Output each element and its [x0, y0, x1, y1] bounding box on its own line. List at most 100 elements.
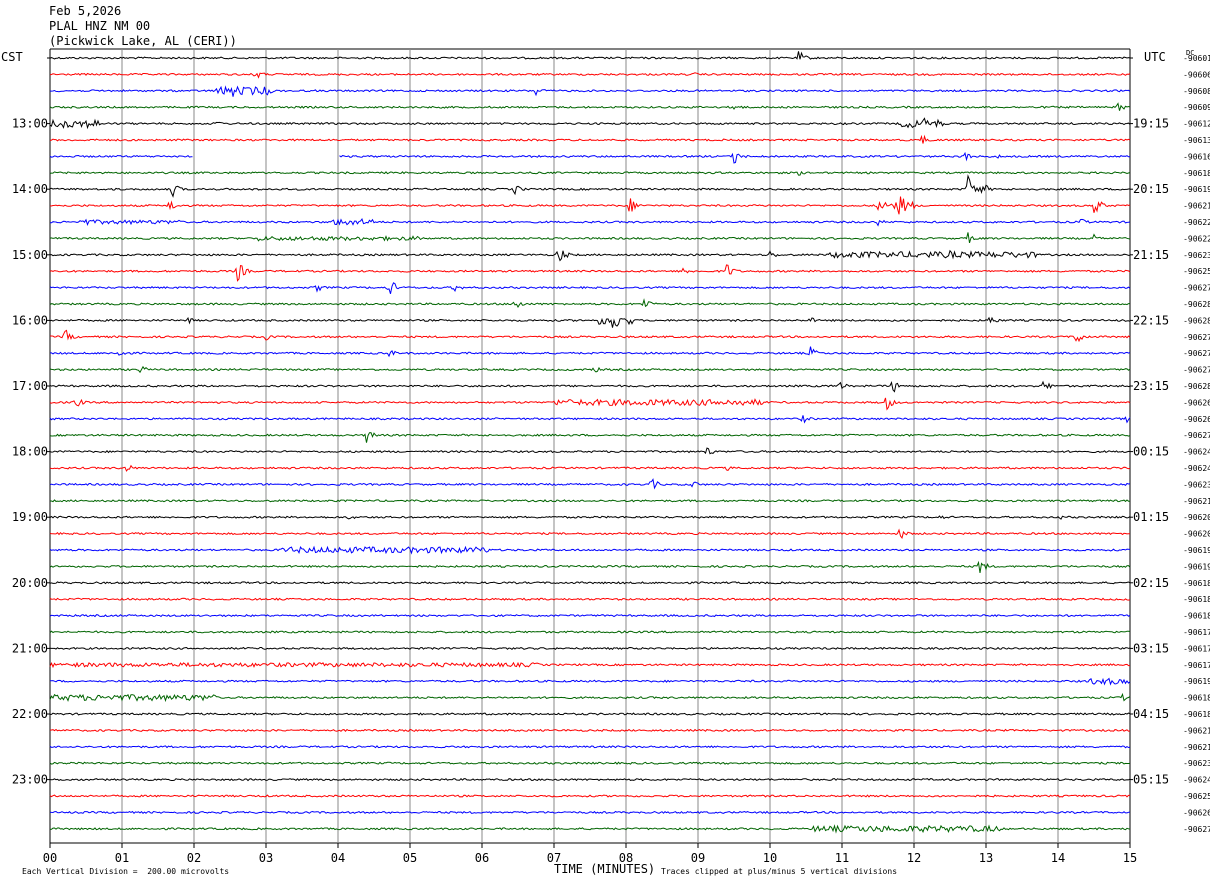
- dc-offset-label: -90623: [1183, 480, 1210, 489]
- x-tick-label: 12: [907, 851, 921, 865]
- seismic-trace: [50, 712, 1131, 716]
- seismic-trace: [49, 51, 1131, 60]
- dc-offset-label: -90619: [1183, 677, 1210, 686]
- utc-hour-label: 02:15: [1133, 576, 1169, 590]
- x-tick-label: 13: [979, 851, 993, 865]
- cst-hour-label: 21:00: [12, 641, 48, 655]
- dc-offset-label: -90625: [1183, 267, 1210, 276]
- seismic-trace: [49, 232, 1131, 244]
- dc-offset-label: -90619: [1183, 185, 1210, 194]
- dc-offset-label: -90624: [1183, 448, 1210, 457]
- seismic-trace: [49, 824, 1131, 834]
- dc-offset-label: -90626: [1183, 415, 1210, 424]
- dc-offset-label: -90619: [1183, 562, 1210, 571]
- clipping-note: Traces clipped at plus/minus 5 vertical …: [661, 867, 898, 876]
- dc-offset-label: -90616: [1183, 152, 1210, 161]
- utc-hour-label: 19:15: [1133, 117, 1169, 131]
- vertical-division-note: Each Vertical Division = 200.00 microvol…: [22, 867, 230, 876]
- dc-offset-label: -90622: [1183, 218, 1210, 227]
- seismic-trace: [49, 745, 1131, 749]
- dc-offset-label: -90624: [1183, 464, 1210, 473]
- seismic-trace: [49, 560, 1131, 573]
- dc-offset-label: -90620: [1183, 513, 1210, 522]
- dc-offset-label: -90621: [1183, 726, 1210, 735]
- cst-hour-label: 22:00: [12, 707, 48, 721]
- header-location: (Pickwick Lake, AL (CERI)): [49, 34, 237, 48]
- seismic-trace: [49, 174, 1131, 198]
- cst-hour-label: 14:00: [12, 182, 48, 196]
- x-tick-label: 15: [1123, 851, 1137, 865]
- x-tick-label: 07: [547, 851, 561, 865]
- utc-hour-label: 22:15: [1133, 313, 1169, 327]
- seismic-trace: [49, 249, 1131, 262]
- seismic-trace: [49, 614, 1131, 618]
- seismic-trace: [50, 329, 1131, 343]
- dc-offset-label: -90626: [1183, 398, 1210, 407]
- header-date: Feb 5,2026: [49, 4, 122, 18]
- dc-offset-label: -90622: [1183, 234, 1210, 243]
- x-tick-label: 11: [835, 851, 849, 865]
- utc-axis-label: UTC: [1144, 50, 1166, 64]
- seismic-trace: [49, 151, 1130, 164]
- seismic-trace: [49, 134, 1131, 144]
- seismic-trace: [49, 282, 1131, 294]
- seismic-trace: [50, 218, 1131, 227]
- seismic-trace: [49, 515, 1131, 520]
- seismic-trace: [49, 597, 1131, 601]
- seismic-trace: [49, 677, 1131, 686]
- cst-hour-label: 18:00: [12, 445, 48, 459]
- utc-hour-label: 20:15: [1133, 182, 1169, 196]
- dc-offset-label: -90601: [1183, 54, 1210, 63]
- seismic-trace: [49, 464, 1131, 472]
- dc-offset-label: -90617: [1183, 628, 1210, 637]
- seismic-trace: [49, 264, 1131, 282]
- x-tick-label: 01: [115, 851, 129, 865]
- cst-hour-label: 17:00: [12, 379, 48, 393]
- seismic-trace: [49, 630, 1131, 634]
- x-tick-label: 09: [691, 851, 705, 865]
- dc-offset-label: -90623: [1183, 251, 1210, 260]
- cst-axis-label: CST: [1, 50, 23, 64]
- seismic-trace: [49, 810, 1131, 815]
- seismic-trace: [50, 346, 1131, 358]
- cst-hour-label: 15:00: [12, 248, 48, 262]
- dc-offset-label: -90627: [1183, 431, 1210, 440]
- x-tick-label: 02: [187, 851, 201, 865]
- seismic-trace: [49, 432, 1131, 443]
- seismic-trace: [49, 646, 1131, 650]
- seismic-trace: [49, 761, 1131, 765]
- dc-offset-label: -90606: [1183, 70, 1210, 79]
- utc-hour-label: 21:15: [1133, 248, 1169, 262]
- dc-offset-label: -90618: [1183, 595, 1210, 604]
- seismic-trace: [49, 528, 1131, 540]
- dc-offset-label: -90627: [1183, 333, 1210, 342]
- dc-offset-label: -90618: [1183, 710, 1210, 719]
- x-tick-label: 00: [43, 851, 57, 865]
- seismic-trace: [49, 545, 1131, 555]
- seismic-trace: [49, 380, 1131, 393]
- dc-offset-label: -90623: [1183, 759, 1210, 768]
- cst-hour-label: 19:00: [12, 510, 48, 524]
- dc-offset-label: -90621: [1183, 743, 1210, 752]
- dc-offset-label: -90627: [1183, 349, 1210, 358]
- dc-offset-label: -90613: [1183, 136, 1210, 145]
- dc-offset-label: -90628: [1183, 300, 1210, 309]
- dc-offset-label: -90617: [1183, 661, 1210, 670]
- utc-hour-label: 23:15: [1133, 379, 1169, 393]
- dc-offset-label: -90627: [1183, 284, 1210, 293]
- x-axis-title: TIME (MINUTES): [554, 862, 656, 876]
- seismic-trace: [49, 397, 1131, 411]
- seismic-trace: [50, 85, 1131, 97]
- x-tick-label: 14: [1051, 851, 1065, 865]
- seismic-trace: [49, 196, 1131, 215]
- cst-hour-label: 16:00: [12, 313, 48, 327]
- seismic-trace: [49, 692, 1131, 703]
- seismic-trace: [49, 102, 1131, 111]
- seismic-trace: [49, 478, 1131, 490]
- seismic-trace: [49, 72, 1131, 79]
- header-station: PLAL HNZ NM 00: [49, 19, 151, 33]
- seismic-trace: [49, 170, 1131, 176]
- dc-offset-label: -90627: [1183, 825, 1210, 834]
- dc-offset-label: -90628: [1183, 316, 1210, 325]
